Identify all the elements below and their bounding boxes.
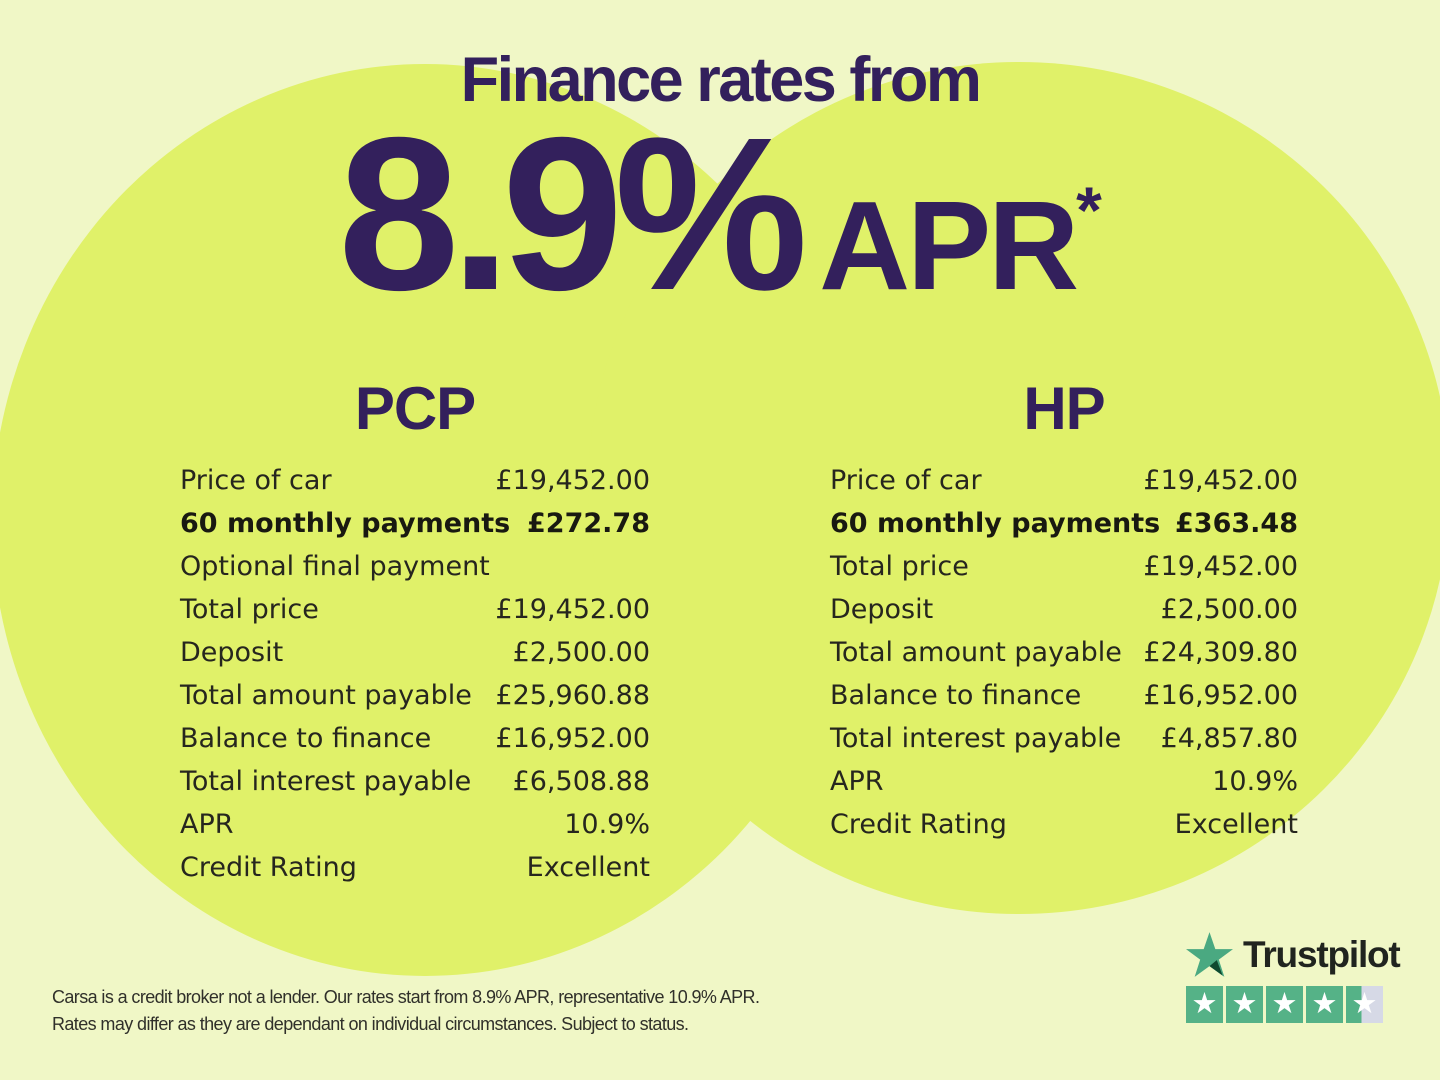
row-value: £4,857.80 [1160,723,1298,754]
trustpilot-star-box: ★ [1346,986,1383,1023]
table-row: Total price £19,452.00 [180,588,650,631]
table-row: Deposit £2,500.00 [180,631,650,674]
star-icon: ★ [1271,986,1298,1020]
hp-table-rows: Price of car £19,452.00 60 monthly payment… [830,459,1298,846]
row-label: Total amount payable [830,637,1122,668]
trustpilot-widget: Trustpilot ★ ★ ★ ★ ★ [1186,932,1401,1023]
table-row: APR 10.9% [180,803,650,846]
trustpilot-stars: ★ ★ ★ ★ ★ [1186,986,1400,1023]
row-value: Excellent [526,852,650,883]
star-icon: ★ [1191,986,1218,1020]
trustpilot-star-icon [1186,932,1233,977]
pcp-table-rows: Price of car £19,452.00 60 monthly payment… [180,459,650,889]
table-row: Price of car £19,452.00 [830,459,1298,502]
row-value: 10.9% [1212,766,1298,797]
table-row: Total price £19,452.00 [830,545,1298,588]
row-value: £2,500.00 [512,637,650,668]
table-row: Balance to finance £16,952.00 [180,717,650,760]
trustpilot-wordmark: Trustpilot [1243,933,1401,975]
row-label: Balance to finance [830,680,1082,711]
disclaimer-line-1: Carsa is a credit broker not a lender. O… [52,987,760,1007]
row-value: £363.48 [1175,508,1298,539]
headline-rate: 8.9% APR* [0,106,1440,324]
table-row: Price of car £19,452.00 [180,459,650,502]
table-row: Total amount payable £24,309.80 [830,631,1298,674]
row-label: Total amount payable [180,680,472,711]
row-value: £19,452.00 [495,465,650,496]
trustpilot-star-box: ★ [1226,986,1263,1023]
row-value: Excellent [1174,809,1298,840]
star-icon: ★ [1351,986,1378,1020]
hp-table-title: HP [1023,375,1105,442]
row-value: £16,952.00 [495,723,650,754]
pcp-finance-table: PCP Price of car £19,452.00 60 monthly pay… [180,374,650,889]
table-row: Total interest payable £4,857.80 [830,717,1298,760]
pcp-table-title: PCP [354,375,476,442]
background-circle-right [588,62,1440,914]
row-label: APR [830,766,884,797]
row-label: Deposit [830,594,934,625]
row-value: £19,452.00 [495,594,650,625]
table-row: Credit Rating Excellent [830,803,1298,846]
rate-unit: APR* [819,177,1102,309]
table-row: 60 monthly payments £363.48 [830,502,1298,545]
table-row: Total interest payable £6,508.88 [180,760,650,803]
row-value: £16,952.00 [1143,680,1298,711]
row-label: APR [180,809,234,840]
trustpilot-star-box: ★ [1186,986,1223,1023]
row-label: Credit Rating [830,809,1007,840]
row-label: Balance to finance [180,723,432,754]
row-label: Price of car [830,465,982,496]
disclaimer-line-2: Rates may differ as they are dependant o… [52,1014,689,1034]
row-label: Total price [180,594,319,625]
trustpilot-star-box: ★ [1306,986,1343,1023]
trustpilot-star-box: ★ [1266,986,1303,1023]
banner-title: Finance rates from [460,45,982,115]
row-label: 60 monthly payments [830,508,1161,539]
rate-unit-label: APR [819,175,1079,316]
hp-finance-table: HP Price of car £19,452.00 60 monthly paym… [830,374,1298,846]
row-label: Credit Rating [180,852,357,883]
rate-value: 8.9% [338,93,808,336]
table-row: 60 monthly payments £272.78 [180,502,650,545]
legal-disclaimer: Carsa is a credit broker not a lender. O… [52,984,760,1038]
star-icon: ★ [1311,986,1338,1020]
row-value: £272.78 [527,508,650,539]
row-value: £24,309.80 [1143,637,1298,668]
table-row: Credit Rating Excellent [180,846,650,889]
table-row: Deposit £2,500.00 [830,588,1298,631]
row-value: £19,452.00 [1143,465,1298,496]
row-label: Optional final payment [180,551,490,582]
footnote-asterisk: * [1076,173,1102,247]
row-value: £25,960.88 [495,680,650,711]
row-label: Deposit [180,637,284,668]
row-value: £2,500.00 [1160,594,1298,625]
table-row: Balance to finance £16,952.00 [830,674,1298,717]
table-row: APR 10.9% [830,760,1298,803]
row-label: Price of car [180,465,332,496]
row-value: £6,508.88 [512,766,650,797]
star-icon: ★ [1231,986,1258,1020]
trustpilot-logo: Trustpilot [1186,932,1401,977]
row-label: 60 monthly payments [180,508,511,539]
table-row: Total amount payable £25,960.88 [180,674,650,717]
row-value: 10.9% [564,809,650,840]
row-label: Total price [830,551,969,582]
row-value: £19,452.00 [1143,551,1298,582]
row-label: Total interest payable [180,766,472,797]
table-row: Optional final payment [180,545,650,588]
row-label: Total interest payable [830,723,1122,754]
